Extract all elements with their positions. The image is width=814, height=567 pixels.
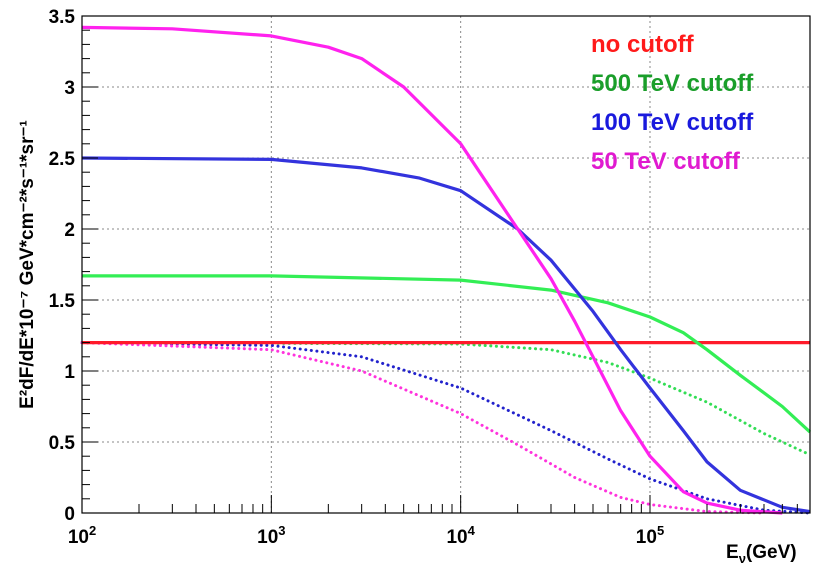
y-tick-label: 2: [64, 220, 75, 241]
y-tick-label: 1: [64, 362, 75, 383]
y-tick-label: 0: [64, 504, 75, 525]
x-tick-label: 104: [446, 523, 475, 548]
x-axis-title: Eν(GeV): [726, 542, 797, 566]
legend-entry: 500 TeV cutoff: [591, 70, 754, 97]
series-line-6: [80, 341, 766, 515]
y-axis-title: E²dF/dE*10⁻⁷ GeV*cm⁻²*s⁻¹*sr⁻¹: [17, 120, 38, 409]
y-tick-label: 3.5: [49, 7, 76, 28]
tick-labels: 0 0.5 1 1.5 2 2.5 3 3.5 102 103 104 105: [49, 7, 665, 548]
x-tick-label: 102: [68, 523, 96, 548]
legend: no cutoff 500 TeV cutoff 100 TeV cutoff 50 …: [591, 31, 754, 175]
legend-entry: no cutoff: [591, 31, 695, 58]
y-tick-label: 0.5: [49, 433, 76, 454]
plot-frame: [81, 15, 811, 514]
x-axis-title-rest: (GeV): [746, 542, 797, 563]
y-tick-label: 3: [64, 78, 75, 99]
legend-entry: 100 TeV cutoff: [591, 109, 754, 136]
series-line-1: [82, 274, 812, 434]
y-tick-label: 2.5: [49, 149, 76, 170]
y-tick-label: 1.5: [49, 291, 76, 312]
series-line-5: [80, 341, 812, 515]
series-line-4: [80, 341, 812, 457]
x-tick-label: 103: [257, 523, 285, 548]
x-axis-title-main: E: [726, 542, 739, 563]
x-axis-title-sub: ν: [739, 551, 746, 566]
series-layer: [80, 25, 812, 515]
series-line-2: [81, 156, 811, 514]
series-line-3: [81, 25, 783, 515]
legend-entry: 50 TeV cutoff: [591, 148, 741, 175]
x-tick-label: 105: [636, 523, 664, 548]
ticks: [81, 15, 798, 514]
